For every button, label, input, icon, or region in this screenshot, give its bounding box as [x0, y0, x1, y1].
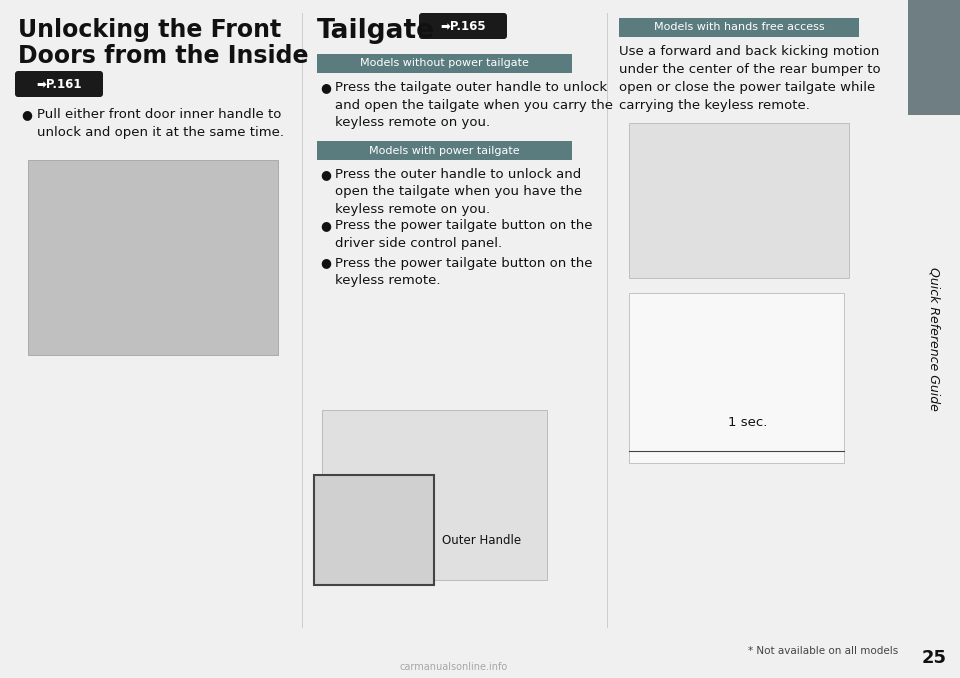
Text: ➡P.161: ➡P.161	[36, 77, 82, 90]
Text: * Not available on all models: * Not available on all models	[748, 646, 898, 656]
Text: 25: 25	[922, 649, 947, 667]
Text: ●: ●	[320, 168, 331, 181]
Bar	[908, 0, 960, 115]
Bar	[619, 18, 859, 37]
Text: ●: ●	[320, 220, 331, 233]
Text: ●: ●	[21, 108, 32, 121]
Text: Press the tailgate outer handle to unlock
and open the tailgate when you carry t: Press the tailgate outer handle to unloc…	[335, 81, 613, 129]
Text: Tailgate: Tailgate	[317, 18, 435, 44]
Text: Press the power tailgate button on the
keyless remote.: Press the power tailgate button on the k…	[335, 256, 592, 287]
Bar	[322, 410, 547, 580]
Text: Models without power tailgate: Models without power tailgate	[360, 58, 529, 68]
Bar	[317, 141, 572, 160]
Text: carmanualsonline.info: carmanualsonline.info	[400, 662, 508, 673]
Bar	[28, 160, 278, 355]
Text: Unlocking the Front: Unlocking the Front	[18, 18, 281, 42]
Text: Quick Reference Guide: Quick Reference Guide	[927, 267, 941, 411]
Text: Pull either front door inner handle to
unlock and open it at the same time.: Pull either front door inner handle to u…	[37, 108, 284, 139]
Bar	[629, 123, 849, 278]
Bar	[629, 293, 844, 463]
Text: ➡P.165: ➡P.165	[441, 20, 486, 33]
Bar	[314, 475, 434, 585]
Text: ●: ●	[320, 81, 331, 94]
FancyBboxPatch shape	[419, 13, 507, 39]
Text: Press the power tailgate button on the
driver side control panel.: Press the power tailgate button on the d…	[335, 220, 592, 250]
FancyBboxPatch shape	[15, 71, 103, 97]
Text: Press the outer handle to unlock and
open the tailgate when you have the
keyless: Press the outer handle to unlock and ope…	[335, 168, 583, 216]
Text: Models with hands free access: Models with hands free access	[654, 22, 825, 33]
Text: Outer Handle: Outer Handle	[442, 534, 521, 548]
Text: 1 sec.: 1 sec.	[728, 416, 767, 429]
Text: Doors from the Inside: Doors from the Inside	[18, 44, 308, 68]
Bar	[317, 54, 572, 73]
Text: ●: ●	[320, 256, 331, 269]
Text: Use a forward and back kicking motion
under the center of the rear bumper to
ope: Use a forward and back kicking motion un…	[619, 45, 880, 112]
Text: Models with power tailgate: Models with power tailgate	[370, 146, 519, 155]
